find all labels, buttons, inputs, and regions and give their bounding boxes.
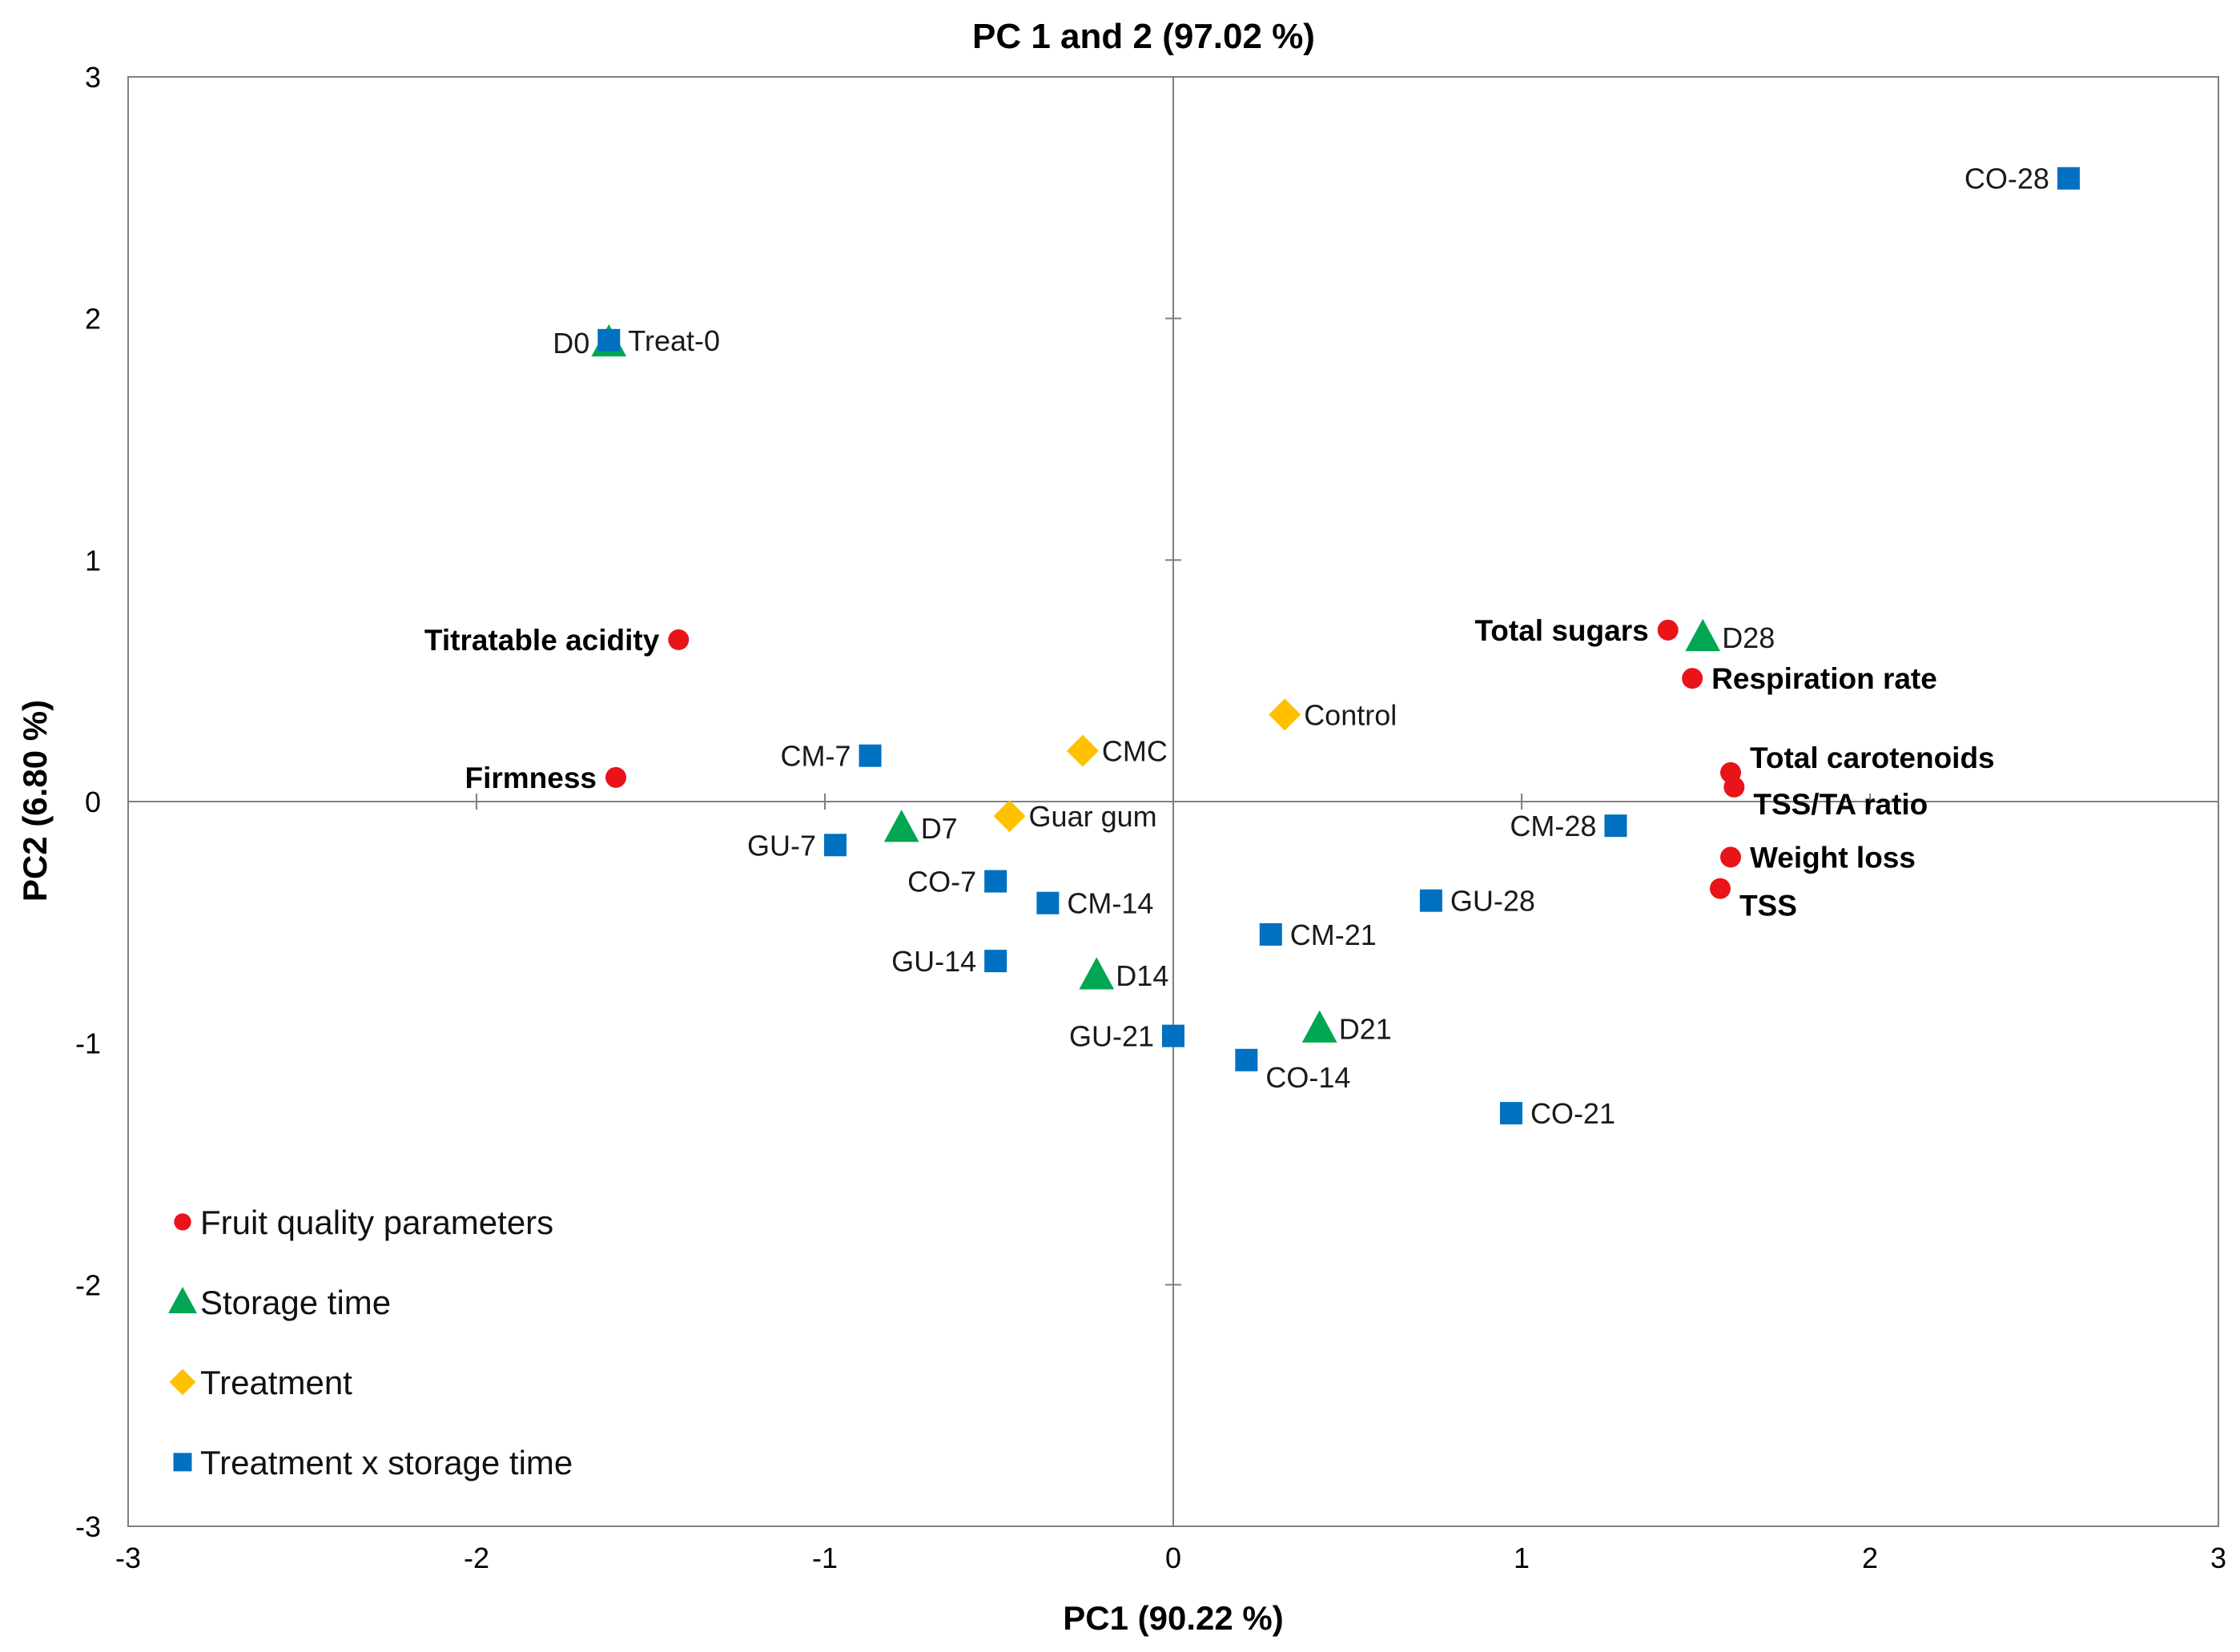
point-cm-28	[1604, 814, 1627, 838]
label-cm-7: CM-7	[781, 740, 851, 773]
label-tss: TSS	[1739, 890, 1797, 922]
legend-label-fruit-quality-parameters: Fruit quality parameters	[200, 1204, 553, 1241]
point-respiration-rate	[1682, 668, 1703, 689]
legend-item-storage-time: Storage time	[168, 1284, 391, 1321]
y-axis-title: PC2 (6.80 %)	[16, 700, 54, 902]
point-firmness	[605, 766, 626, 788]
point-d14	[1079, 957, 1115, 990]
point-cm-21	[1259, 922, 1282, 946]
legend: Fruit quality parameters Storage time Trea…	[168, 1204, 573, 1481]
point-cm-7	[859, 744, 882, 767]
label-cm-14: CM-14	[1067, 887, 1153, 920]
y-tick-label: -3	[75, 1510, 101, 1543]
label-gu-21: GU-21	[1069, 1020, 1154, 1053]
data-point-labels: D0 D7 D14 D21 D28 Titratable acidity Firmness T…	[424, 163, 2049, 1130]
point-co-7	[984, 870, 1007, 893]
label-cm-21: CM-21	[1290, 918, 1377, 951]
y-tick-label: 3	[85, 61, 101, 94]
label-weight-loss: Weight loss	[1750, 841, 1916, 874]
point-cm-14	[1036, 891, 1060, 914]
point-d21	[1301, 1010, 1337, 1043]
point-guar-gum	[993, 800, 1026, 833]
x-tick-label: 1	[1514, 1541, 1530, 1574]
label-respiration-rate: Respiration rate	[1711, 662, 1937, 695]
y-tick-label: -1	[75, 1027, 101, 1060]
point-gu-28	[1419, 889, 1442, 912]
legend-item-treatment-x-storage-time: Treatment x storage time	[173, 1444, 573, 1481]
point-gu-7	[824, 834, 847, 857]
point-gu-14	[984, 950, 1007, 973]
legend-item-fruit-quality-parameters: Fruit quality parameters	[174, 1204, 553, 1241]
label-d28: D28	[1722, 621, 1775, 654]
label-gu-7: GU-7	[747, 829, 816, 862]
legend-marker-storage-time	[168, 1287, 197, 1314]
label-co-14: CO-14	[1265, 1061, 1350, 1094]
legend-label-treatment-x-storage-time: Treatment x storage time	[200, 1444, 573, 1481]
legend-item-treatment: Treatment	[169, 1364, 352, 1401]
x-tick-label: -1	[812, 1541, 838, 1574]
legend-label-storage-time: Storage time	[200, 1284, 391, 1321]
y-tick-label: 2	[85, 303, 101, 336]
x-tick-label: -3	[115, 1541, 141, 1574]
legend-marker-treatment-x-storage-time	[173, 1453, 192, 1472]
point-tss	[1709, 878, 1731, 899]
label-d7: D7	[921, 812, 958, 845]
legend-label-treatment: Treatment	[200, 1364, 352, 1401]
point-co-14	[1235, 1048, 1258, 1071]
label-co-21: CO-21	[1530, 1097, 1615, 1130]
legend-marker-fruit-quality-parameters	[174, 1213, 191, 1231]
y-tick-label: -2	[75, 1268, 101, 1301]
point-gu-21	[1162, 1024, 1184, 1047]
label-guar-gum: Guar gum	[1029, 800, 1157, 833]
x-axis-title: PC1 (90.22 %)	[1063, 1599, 1283, 1637]
label-titratable-acidity: Titratable acidity	[424, 624, 660, 657]
label-firmness: Firmness	[464, 762, 597, 794]
point-tss-ta-ratio	[1723, 776, 1745, 798]
label-gu-28: GU-28	[1450, 885, 1535, 918]
x-tick-label: 3	[2210, 1541, 2226, 1574]
point-total-sugars	[1657, 619, 1679, 641]
x-axis-ticks: -3 -2 -1 0 1 2 3	[115, 794, 2226, 1574]
label-gu-14: GU-14	[891, 945, 976, 978]
label-d14: D14	[1116, 959, 1168, 992]
label-d0: D0	[553, 327, 589, 360]
y-tick-label: 1	[85, 544, 101, 577]
label-treat-0: Treat-0	[628, 324, 720, 357]
point-control	[1269, 698, 1301, 731]
label-d21: D21	[1339, 1013, 1392, 1046]
label-control: Control	[1304, 698, 1397, 731]
label-total-carotenoids: Total carotenoids	[1750, 742, 1995, 774]
point-d28	[1685, 618, 1721, 652]
label-co-7: CO-7	[907, 866, 976, 898]
label-tss-ta-ratio: TSS/TA ratio	[1753, 788, 1928, 821]
point-weight-loss	[1720, 846, 1741, 868]
data-points	[591, 167, 2080, 1125]
label-total-sugars: Total sugars	[1474, 614, 1648, 647]
point-cmc	[1066, 734, 1099, 767]
label-cmc: CMC	[1102, 735, 1168, 768]
point-treat-0	[597, 328, 621, 352]
chart-title: PC 1 and 2 (97.02 %)	[972, 17, 1315, 56]
x-tick-label: 0	[1165, 1541, 1181, 1574]
label-cm-28: CM-28	[1510, 810, 1596, 842]
point-d7	[883, 810, 919, 842]
legend-marker-treatment	[169, 1369, 196, 1396]
point-titratable-acidity	[668, 629, 690, 650]
point-co-21	[1499, 1102, 1522, 1125]
y-tick-label: 0	[85, 786, 101, 818]
label-co-28: CO-28	[1965, 163, 2049, 195]
x-tick-label: -2	[464, 1541, 489, 1574]
point-co-28	[2057, 167, 2080, 190]
x-tick-label: 2	[1862, 1541, 1878, 1574]
y-axis-ticks: -3 -2 -1 0 1 2 3	[75, 61, 1181, 1543]
